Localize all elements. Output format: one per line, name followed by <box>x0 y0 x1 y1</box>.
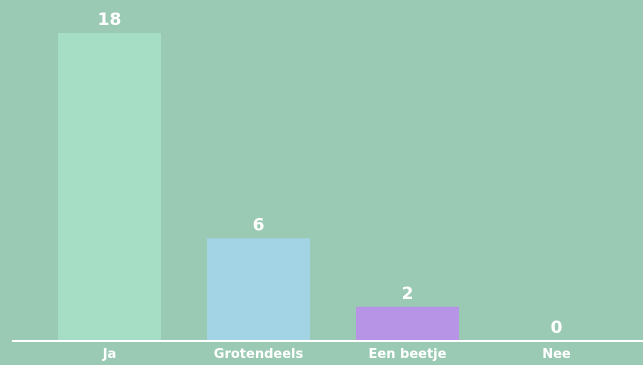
bar-ja <box>58 33 161 341</box>
x-tick-label-ja: Ja <box>102 347 117 362</box>
x-tick-labels-group: Ja Grotendeels Een beetje Nee <box>102 347 571 362</box>
x-tick-label-nee: Nee <box>542 347 571 362</box>
x-tick-label-een-beetje: Een beetje <box>369 347 447 362</box>
value-label-grotendeels: 6 <box>253 215 265 235</box>
value-label-nee: 0 <box>551 318 563 338</box>
value-label-een-beetje: 2 <box>402 284 414 304</box>
bar-een-beetje <box>356 306 459 341</box>
bar-grotendeels <box>207 238 310 341</box>
x-tick-label-grotendeels: Grotendeels <box>214 347 304 362</box>
value-labels-group: 18 6 2 0 <box>98 10 563 338</box>
bars-group <box>58 33 459 341</box>
value-label-ja: 18 <box>98 10 122 30</box>
